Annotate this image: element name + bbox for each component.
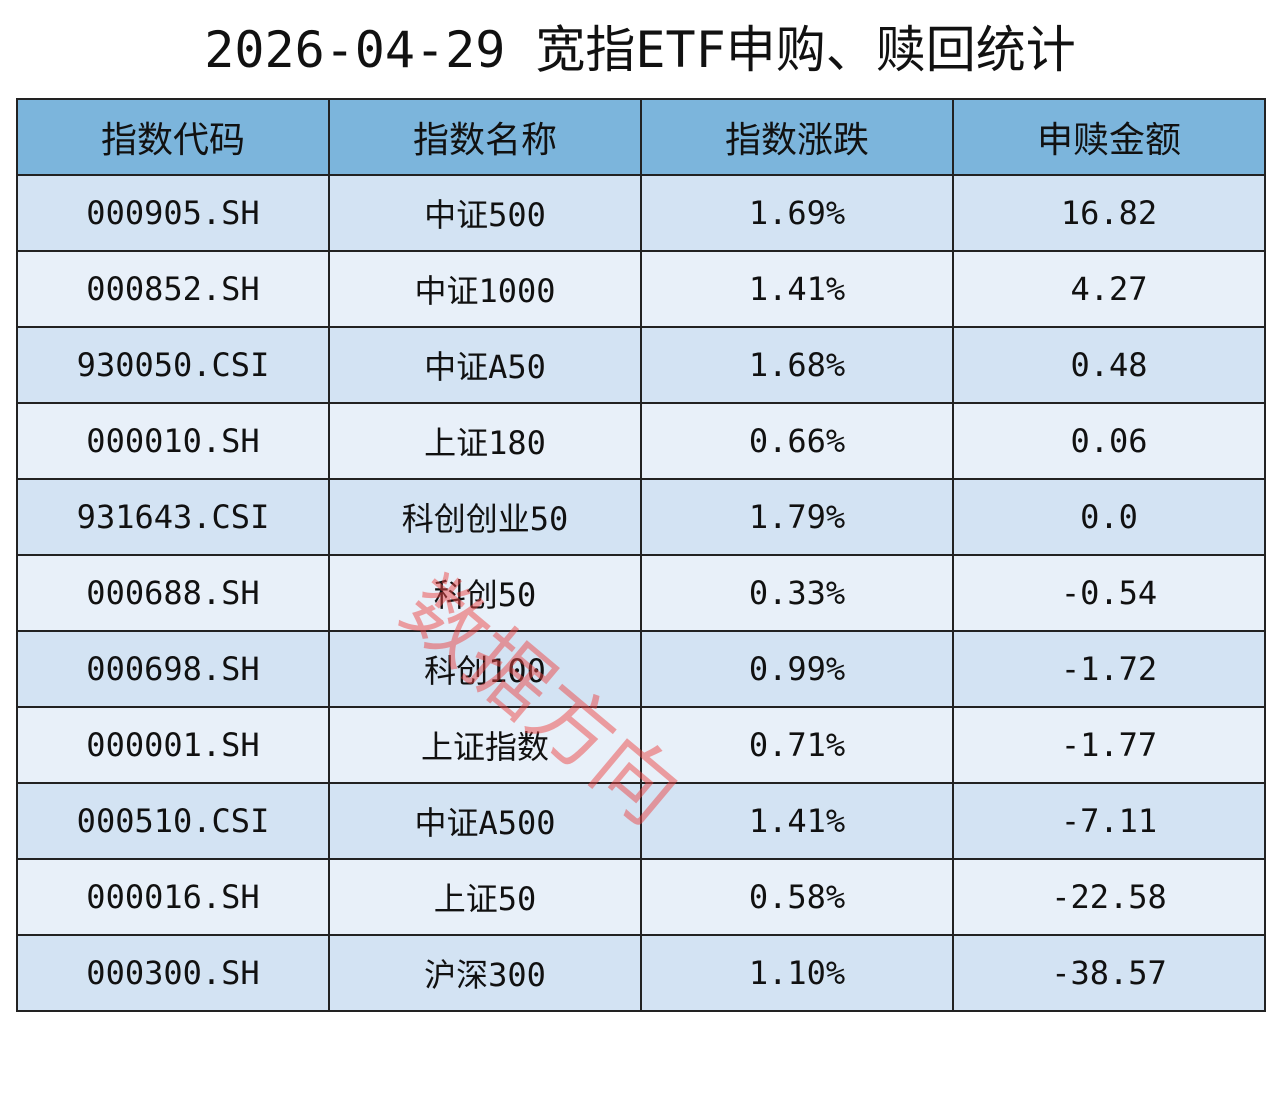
table-cell: 科创100 xyxy=(328,630,642,708)
table-cell: 0.66% xyxy=(640,402,954,480)
table-cell: 000001.SH xyxy=(16,706,330,784)
table-row: 000698.SH 科创100 0.99% -1.72 xyxy=(16,630,1266,708)
table-cell: 0.33% xyxy=(640,554,954,632)
table-cell: 930050.CSI xyxy=(16,326,330,404)
table-cell: 0.0 xyxy=(952,478,1266,556)
table-cell: 中证A500 xyxy=(328,782,642,860)
table-cell: 科创创业50 xyxy=(328,478,642,556)
column-header: 申赎金额 xyxy=(952,98,1266,176)
table-cell: 931643.CSI xyxy=(16,478,330,556)
table-row: 930050.CSI 中证A50 1.68% 0.48 xyxy=(16,326,1266,404)
table-cell: 上证50 xyxy=(328,858,642,936)
table-cell: 0.06 xyxy=(952,402,1266,480)
table-cell: 000698.SH xyxy=(16,630,330,708)
table-cell: 000905.SH xyxy=(16,174,330,252)
table-cell: 1.69% xyxy=(640,174,954,252)
table-row: 000300.SH 沪深300 1.10% -38.57 xyxy=(16,934,1266,1012)
table-cell: 0.99% xyxy=(640,630,954,708)
table-cell: -1.77 xyxy=(952,706,1266,784)
column-header: 指数涨跌 xyxy=(640,98,954,176)
table-cell: 中证1000 xyxy=(328,250,642,328)
table-cell: 000852.SH xyxy=(16,250,330,328)
table-cell: 中证A50 xyxy=(328,326,642,404)
title: 2026-04-29 宽指ETF申购、赎回统计 xyxy=(204,21,1076,79)
table-cell: 沪深300 xyxy=(328,934,642,1012)
header-row: 指数代码 指数名称 指数涨跌 申赎金额 xyxy=(16,98,1266,176)
table-row: 000010.SH 上证180 0.66% 0.06 xyxy=(16,402,1266,480)
table-cell: -1.72 xyxy=(952,630,1266,708)
table-cell: 上证指数 xyxy=(328,706,642,784)
table-cell: 中证500 xyxy=(328,174,642,252)
table-row: 000001.SH 上证指数 0.71% -1.77 xyxy=(16,706,1266,784)
table-cell: 1.10% xyxy=(640,934,954,1012)
table-row: 000016.SH 上证50 0.58% -22.58 xyxy=(16,858,1266,936)
table-cell: -7.11 xyxy=(952,782,1266,860)
table-cell: 000016.SH xyxy=(16,858,330,936)
table-cell: 000010.SH xyxy=(16,402,330,480)
table-row: 000688.SH 科创50 0.33% -0.54 xyxy=(16,554,1266,632)
table-cell: 000300.SH xyxy=(16,934,330,1012)
table-cell: 科创50 xyxy=(328,554,642,632)
table-cell: 0.71% xyxy=(640,706,954,784)
table-cell: 1.68% xyxy=(640,326,954,404)
table-cell: -0.54 xyxy=(952,554,1266,632)
table-cell: 16.82 xyxy=(952,174,1266,252)
table-cell: 4.27 xyxy=(952,250,1266,328)
table-cell: 000510.CSI xyxy=(16,782,330,860)
table-cell: 0.58% xyxy=(640,858,954,936)
table-row: 000510.CSI 中证A500 1.41% -7.11 xyxy=(16,782,1266,860)
table-cell: 1.79% xyxy=(640,478,954,556)
table-cell: 0.48 xyxy=(952,326,1266,404)
table-cell: -22.58 xyxy=(952,858,1266,936)
table-row: 000852.SH 中证1000 1.41% 4.27 xyxy=(16,250,1266,328)
table-cell: 000688.SH xyxy=(16,554,330,632)
table-cell: 1.41% xyxy=(640,782,954,860)
table-body: 000905.SH 中证500 1.69% 16.82 000852.SH 中证1000 1… xyxy=(16,174,1266,1012)
table-row: 931643.CSI 科创创业50 1.79% 0.0 xyxy=(16,478,1266,556)
table-row: 000905.SH 中证500 1.69% 16.82 xyxy=(16,174,1266,252)
table-cell: 1.41% xyxy=(640,250,954,328)
table-cell: -38.57 xyxy=(952,934,1266,1012)
column-header: 指数代码 xyxy=(16,98,330,176)
data-table: 指数代码 指数名称 指数涨跌 申赎金额 000905.SH 中证500 1.69% 16.8… xyxy=(16,98,1266,1012)
column-header: 指数名称 xyxy=(328,98,642,176)
table-cell: 上证180 xyxy=(328,402,642,480)
